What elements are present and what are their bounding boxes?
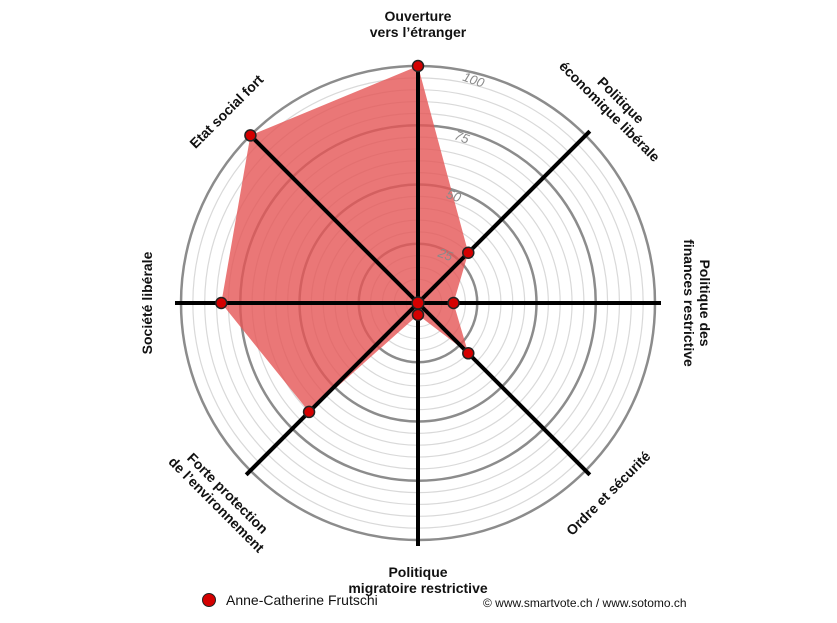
axis-spoke (416, 301, 592, 477)
data-point (302, 405, 316, 419)
axis-spoke (244, 129, 420, 305)
data-point (462, 347, 475, 360)
legend-label: Anne-Catherine Frutschi (226, 592, 378, 608)
axis-spoke (244, 301, 420, 477)
data-point (462, 246, 475, 259)
data-point (411, 308, 425, 322)
axis-label: finances restrictive (681, 239, 697, 367)
axis-label: Politique des (697, 259, 713, 346)
axis-label: migratoire restrictive (348, 580, 487, 596)
data-point (447, 296, 460, 310)
axis-label: Société libérale (139, 251, 155, 354)
credit-text: © www.smartvote.ch / www.sotomo.ch (483, 596, 687, 610)
axis-spoke (416, 129, 592, 305)
tick-label: 50 (444, 186, 463, 205)
tick-label: 25 (435, 245, 455, 265)
data-area-layer (221, 66, 469, 412)
legend-marker-icon (202, 593, 216, 607)
axis-label: Ouverture (385, 8, 452, 24)
data-point (244, 129, 257, 142)
axis-label-group: Société libérale (139, 251, 155, 354)
tick-labels: 25 50 75 100 (435, 69, 487, 264)
data-points (215, 59, 475, 419)
center-marker (411, 296, 425, 310)
tick-label: 75 (453, 128, 472, 147)
axis-label: vers l’étranger (370, 24, 467, 40)
data-area (221, 66, 469, 412)
axis-label: Politique (388, 564, 447, 580)
legend: Anne-Catherine Frutschi (202, 592, 378, 608)
data-point (215, 296, 228, 310)
tick-label: 100 (461, 69, 487, 91)
data-point (411, 59, 425, 73)
